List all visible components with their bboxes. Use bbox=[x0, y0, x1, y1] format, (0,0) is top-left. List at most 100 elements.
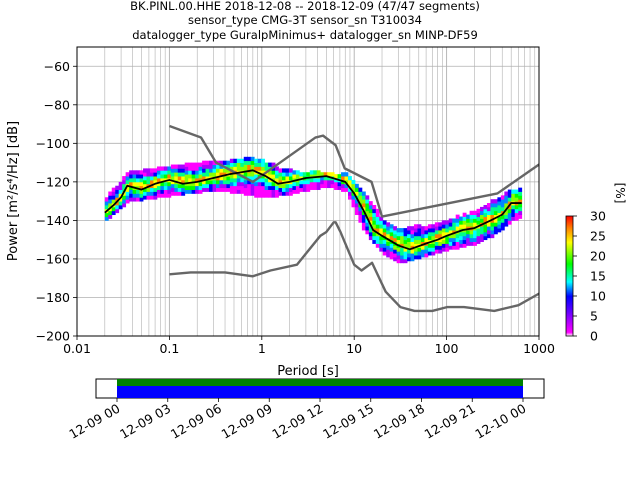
heatmap-cell bbox=[393, 257, 398, 262]
heatmap-cell bbox=[153, 179, 158, 185]
heatmap-cell bbox=[490, 206, 495, 212]
heatmap-cell bbox=[167, 189, 172, 194]
heatmap-cell bbox=[507, 189, 512, 194]
heatmap-cell bbox=[375, 235, 380, 241]
heatmap-cell bbox=[275, 178, 279, 183]
heatmap-cell bbox=[351, 187, 356, 192]
heatmap-cell bbox=[500, 195, 505, 200]
heatmap-cell bbox=[483, 204, 488, 210]
heatmap-cell bbox=[184, 189, 189, 194]
heatmap-cell bbox=[264, 162, 269, 167]
heatmap-cell bbox=[156, 181, 161, 187]
heatmap-cell bbox=[473, 218, 477, 223]
heatmap-cell bbox=[139, 189, 144, 194]
heatmap-cell bbox=[518, 206, 523, 212]
heatmap-cell bbox=[400, 243, 404, 248]
heatmap-cell bbox=[452, 241, 457, 246]
heatmap-cell bbox=[500, 203, 505, 208]
heatmap-cell bbox=[486, 214, 491, 219]
heatmap-cell bbox=[473, 237, 477, 242]
heatmap-cell bbox=[382, 239, 387, 244]
heatmap-cell bbox=[278, 168, 283, 173]
heatmap-cell bbox=[414, 251, 418, 256]
heatmap-cell bbox=[229, 166, 234, 171]
heatmap-cell bbox=[382, 220, 387, 225]
heatmap-cell bbox=[382, 224, 387, 229]
heatmap-cell bbox=[483, 208, 488, 214]
heatmap-cell bbox=[389, 228, 394, 233]
heatmap-cell bbox=[407, 233, 411, 239]
heatmap-cell bbox=[452, 245, 457, 250]
heatmap-cell bbox=[219, 179, 224, 185]
x-tick-label: 0.1 bbox=[159, 341, 179, 356]
heatmap-cell bbox=[264, 178, 269, 183]
heatmap-cell bbox=[389, 243, 394, 248]
heatmap-cell bbox=[455, 226, 460, 231]
heatmap-cell bbox=[167, 166, 172, 171]
heatmap-cell bbox=[143, 183, 147, 189]
heatmap-cell bbox=[514, 208, 519, 214]
heatmap-cell bbox=[177, 183, 182, 189]
heatmap-cell bbox=[285, 191, 290, 196]
heatmap-cell bbox=[243, 160, 248, 165]
heatmap-cell bbox=[143, 191, 147, 196]
heatmap-cell bbox=[313, 181, 318, 187]
heatmap-cell bbox=[115, 204, 120, 210]
heatmap-cell bbox=[480, 214, 484, 219]
heatmap-cell bbox=[511, 212, 516, 217]
heatmap-cell bbox=[240, 158, 245, 163]
heatmap-cell bbox=[163, 181, 168, 187]
heatmap-cell bbox=[414, 255, 418, 260]
title-line-3: datalogger_type GuralpMinimus+ datalogge… bbox=[132, 28, 478, 42]
heatmap-cell bbox=[358, 191, 363, 196]
heatmap-cell bbox=[504, 210, 509, 216]
heatmap-cell bbox=[434, 230, 439, 235]
heatmap-cell bbox=[473, 222, 477, 227]
heatmap-cell bbox=[278, 191, 283, 196]
heatmap-cell bbox=[271, 193, 276, 198]
heatmap-cell bbox=[219, 168, 224, 173]
heatmap-cell bbox=[292, 185, 297, 190]
heatmap-cell bbox=[452, 237, 457, 242]
heatmap-cell bbox=[396, 235, 401, 241]
heatmap-cell bbox=[139, 197, 144, 202]
heatmap-cell bbox=[188, 181, 193, 187]
heatmap-cell bbox=[323, 176, 328, 181]
heatmap-cell bbox=[320, 183, 325, 189]
heatmap-cell bbox=[125, 199, 130, 204]
series-line-noise_model_high bbox=[168, 124, 540, 218]
heatmap-cell bbox=[306, 183, 311, 189]
heatmap-cell bbox=[261, 158, 266, 163]
heatmap-cell bbox=[518, 203, 523, 208]
heatmap-cell bbox=[518, 187, 523, 192]
heatmap-cell bbox=[361, 199, 366, 204]
heatmap-cell bbox=[184, 166, 189, 171]
heatmap-cell bbox=[427, 231, 432, 237]
heatmap-cell bbox=[372, 212, 377, 217]
heatmap-cell bbox=[497, 216, 502, 221]
heatmap-cell bbox=[236, 178, 241, 183]
heatmap-cell bbox=[445, 243, 450, 248]
heatmap-cell bbox=[403, 258, 408, 264]
heatmap-cell bbox=[132, 189, 137, 194]
heatmap-cell bbox=[118, 193, 123, 198]
heatmap-cell bbox=[156, 170, 161, 175]
heatmap-cell bbox=[323, 172, 328, 177]
heatmap-cell bbox=[448, 218, 453, 223]
heatmap-cell bbox=[132, 178, 137, 183]
heatmap-cell bbox=[268, 174, 272, 179]
heatmap-cell bbox=[184, 178, 189, 183]
heatmap-cell bbox=[410, 241, 415, 246]
heatmap-cell bbox=[330, 183, 335, 189]
heatmap-cell bbox=[504, 195, 509, 200]
heatmap-cell bbox=[288, 191, 293, 196]
heatmap-cell bbox=[149, 179, 154, 185]
heatmap-cell bbox=[490, 203, 495, 208]
heatmap-cell bbox=[129, 174, 134, 179]
colorbar-tick-label: 15 bbox=[590, 269, 606, 284]
heatmap-cell bbox=[389, 247, 394, 252]
heatmap-cell bbox=[379, 235, 384, 241]
heatmap-cell bbox=[493, 222, 498, 227]
heatmap-cell bbox=[375, 212, 380, 217]
